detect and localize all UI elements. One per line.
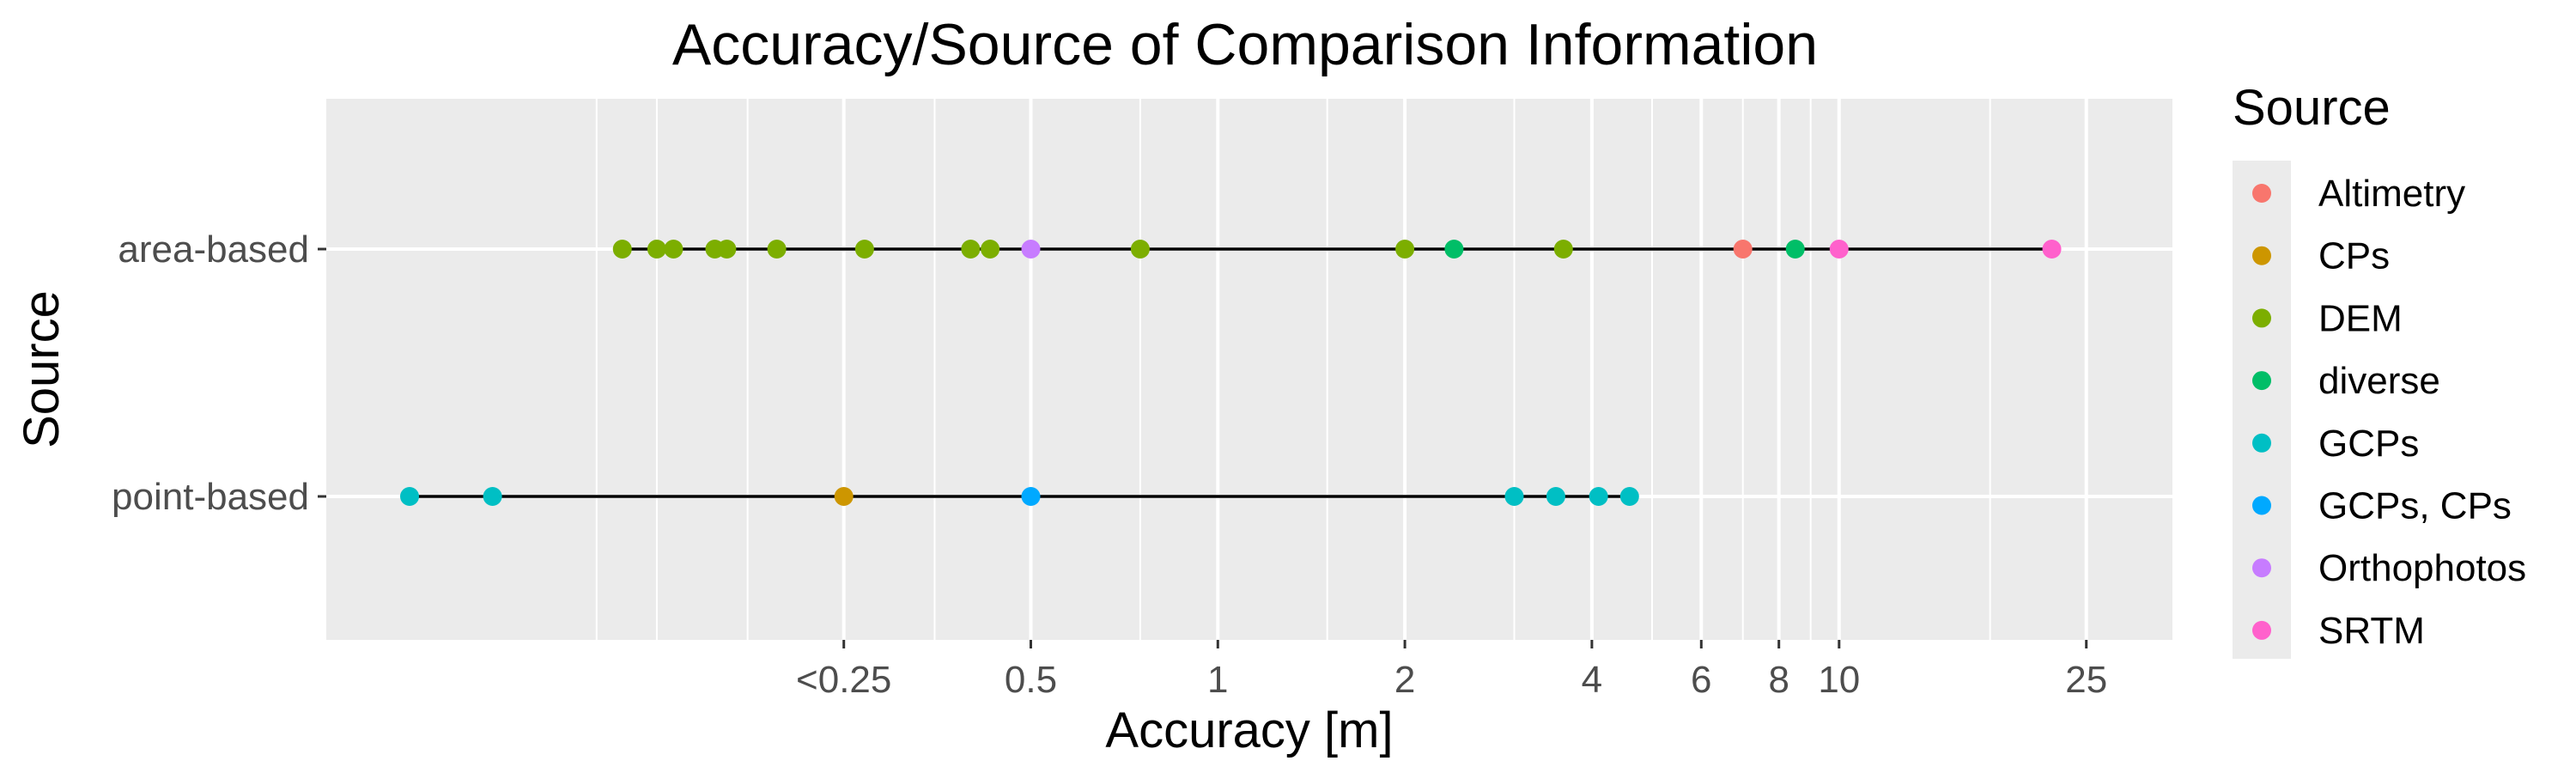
data-point: [767, 240, 787, 259]
data-point: [664, 240, 683, 259]
legend-label: Orthophotos: [2318, 547, 2526, 589]
data-point: [961, 240, 981, 259]
data-point: [1785, 240, 1805, 259]
x-tick-label: 2: [1394, 659, 1415, 701]
x-tick-label: 4: [1582, 659, 1602, 701]
data-point: [1553, 240, 1573, 259]
data-point: [1546, 487, 1565, 506]
data-point: [1395, 240, 1415, 259]
legend-key: [2252, 496, 2271, 515]
data-point: [854, 240, 874, 259]
data-point: [1589, 487, 1608, 506]
data-point: [647, 240, 666, 259]
y-tick-label: area-based: [118, 228, 309, 271]
x-axis-title: Accuracy [m]: [1105, 703, 1393, 758]
minor-gridlines: [595, 99, 1991, 640]
x-tick-label: 25: [2065, 659, 2107, 701]
chart-title: Accuracy/Source of Comparison Informatio…: [672, 12, 1818, 77]
legend-label: CPs: [2318, 235, 2390, 277]
y-tick-label: point-based: [112, 476, 309, 518]
data-point: [612, 240, 632, 259]
legend-key: [2252, 620, 2271, 640]
data-point: [1130, 240, 1150, 259]
data-point: [1829, 240, 1849, 259]
legend-key: [2252, 558, 2271, 578]
data-point: [1504, 487, 1524, 506]
x-tick-label: <0.25: [796, 659, 891, 701]
legend-title: Source: [2233, 80, 2391, 136]
data-point: [717, 240, 737, 259]
legend-key: [2252, 308, 2271, 328]
legend-key: [2252, 433, 2271, 453]
data-point: [1021, 240, 1041, 259]
legend-key: [2252, 184, 2271, 203]
plot-panel: [326, 99, 2172, 640]
legend-key: [2252, 246, 2271, 265]
data-point: [981, 240, 1000, 259]
x-axis-ticks: <0.25 0.5 1 2 4 6 8 10 25: [796, 640, 2107, 701]
x-tick-label: 10: [1818, 659, 1860, 701]
data-point: [834, 487, 854, 506]
data-point: [400, 487, 419, 506]
x-tick-label: 6: [1691, 659, 1711, 701]
legend-label: GCPs: [2318, 423, 2419, 465]
x-tick-label: 0.5: [1005, 659, 1057, 701]
legend-label: GCPs, CPs: [2318, 485, 2512, 527]
y-axis-ticks: area-based point-based: [112, 228, 326, 518]
legend-key: [2252, 371, 2271, 391]
legend: Source Altimetry CPs DEM diverse GCPs GCPs, C…: [2233, 80, 2526, 659]
legend-label: DEM: [2318, 297, 2403, 339]
data-points: [400, 240, 2062, 506]
data-point: [2042, 240, 2062, 259]
legend-label: SRTM: [2318, 610, 2425, 652]
y-axis-title: Source: [14, 290, 70, 448]
data-point: [483, 487, 502, 506]
legend-label: diverse: [2318, 360, 2440, 402]
data-point: [1733, 240, 1753, 259]
x-tick-label: 1: [1207, 659, 1228, 701]
legend-key-background: [2233, 161, 2291, 659]
x-tick-label: 8: [1768, 659, 1789, 701]
data-point: [1619, 487, 1639, 506]
legend-label: Altimetry: [2318, 173, 2465, 215]
data-point: [1021, 487, 1041, 506]
data-point: [1444, 240, 1464, 259]
